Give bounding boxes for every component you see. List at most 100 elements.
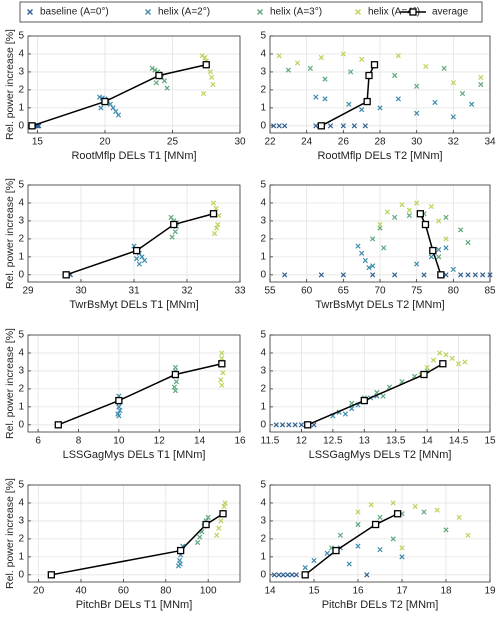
x-tick-label: 85 [484,286,496,297]
y-tick-label: 3 [18,516,24,527]
y-tick-label: 4 [18,49,24,60]
y-tick-label: 1 [18,551,24,562]
x-tick-label: 100 [200,586,217,597]
y-tick-label: 1 [18,251,24,262]
data-point [380,393,386,399]
x-tick-label: 15 [32,137,44,148]
data-point [98,105,104,111]
data-point [294,60,301,66]
data-point [220,370,226,376]
data-point [161,78,168,84]
average-marker [421,220,430,229]
x-tick-label: 15 [308,586,320,597]
y-tick-label: 5 [18,180,24,191]
legend-marker [355,9,361,15]
average-marker [371,520,380,529]
data-point [399,545,405,551]
data-point [462,359,468,365]
data-point [199,53,205,59]
x-tick-label: 14 [422,436,434,447]
data-point [441,65,447,71]
average-marker [171,370,180,379]
x-tick-label: 80 [160,586,172,597]
data-point [436,254,442,260]
x-tick-label: 18 [440,586,452,597]
data-point [222,500,228,506]
x-tick-label: 12.5 [323,436,343,447]
average-marker [47,571,55,579]
data-point [327,123,334,129]
data-point [139,254,145,260]
data-point [136,261,142,267]
data-point [215,221,221,228]
data-point [210,81,216,88]
data-point [443,214,449,220]
x-tick-label: 16 [234,436,246,447]
data-point [286,422,292,428]
data-point [284,572,291,578]
y-tick-label: 5 [260,330,266,341]
data-point [302,565,308,571]
legend-marker [145,9,151,15]
y-tick-label: 0 [260,419,266,430]
data-point [364,572,370,578]
y-tick-label: 4 [18,198,24,209]
data-point [213,205,219,211]
x-axis-label: TwrBsMyt DELs T1 [MNm] [69,299,198,311]
average-marker [332,546,340,555]
data-point [141,257,148,264]
average-line [51,513,224,576]
data-point [169,234,175,240]
data-point [469,101,475,107]
data-point [205,514,211,520]
x-tick-label: 32 [181,286,193,297]
data-point [346,101,352,107]
y-tick-label: 5 [18,31,24,42]
data-point [322,96,328,102]
data-point [459,90,466,97]
data-point [177,561,183,567]
average-marker [437,271,445,279]
data-point [216,525,222,531]
plot-frame [269,184,491,283]
data-point [355,243,361,249]
data-point [377,221,383,228]
data-point [480,272,486,278]
data-point [478,81,484,88]
y-tick-label: 5 [260,31,266,42]
data-point [271,123,277,129]
data-point [221,503,227,510]
data-point [218,377,224,383]
data-point [406,212,412,219]
data-point [412,503,418,510]
average-marker [429,246,437,255]
average-marker [365,71,373,80]
legend-label: helix (A=3°) [270,7,322,18]
data-point [450,114,456,120]
data-point [271,572,278,578]
data-point [370,272,376,278]
data-point [478,74,484,80]
data-point [443,527,449,533]
average-marker [317,122,325,130]
average-line [307,363,444,426]
x-tick-label: 29 [22,286,34,297]
y-tick-label: 0 [18,569,24,580]
data-point [289,572,295,578]
y-tick-label: 2 [260,234,266,245]
data-point [318,272,324,278]
data-point [465,239,471,246]
legend-label: baseline (A=0°) [40,7,109,18]
average-marker [416,210,424,218]
data-point [443,245,449,251]
data-point [318,54,324,61]
data-point [430,357,437,363]
y-tick-label: 3 [260,516,266,527]
average-line [58,363,222,426]
data-point [465,532,471,538]
data-point [355,543,361,549]
legend-marker [27,9,33,15]
y-tick-label: 4 [260,498,266,509]
x-tick-label: 14 [264,586,276,597]
